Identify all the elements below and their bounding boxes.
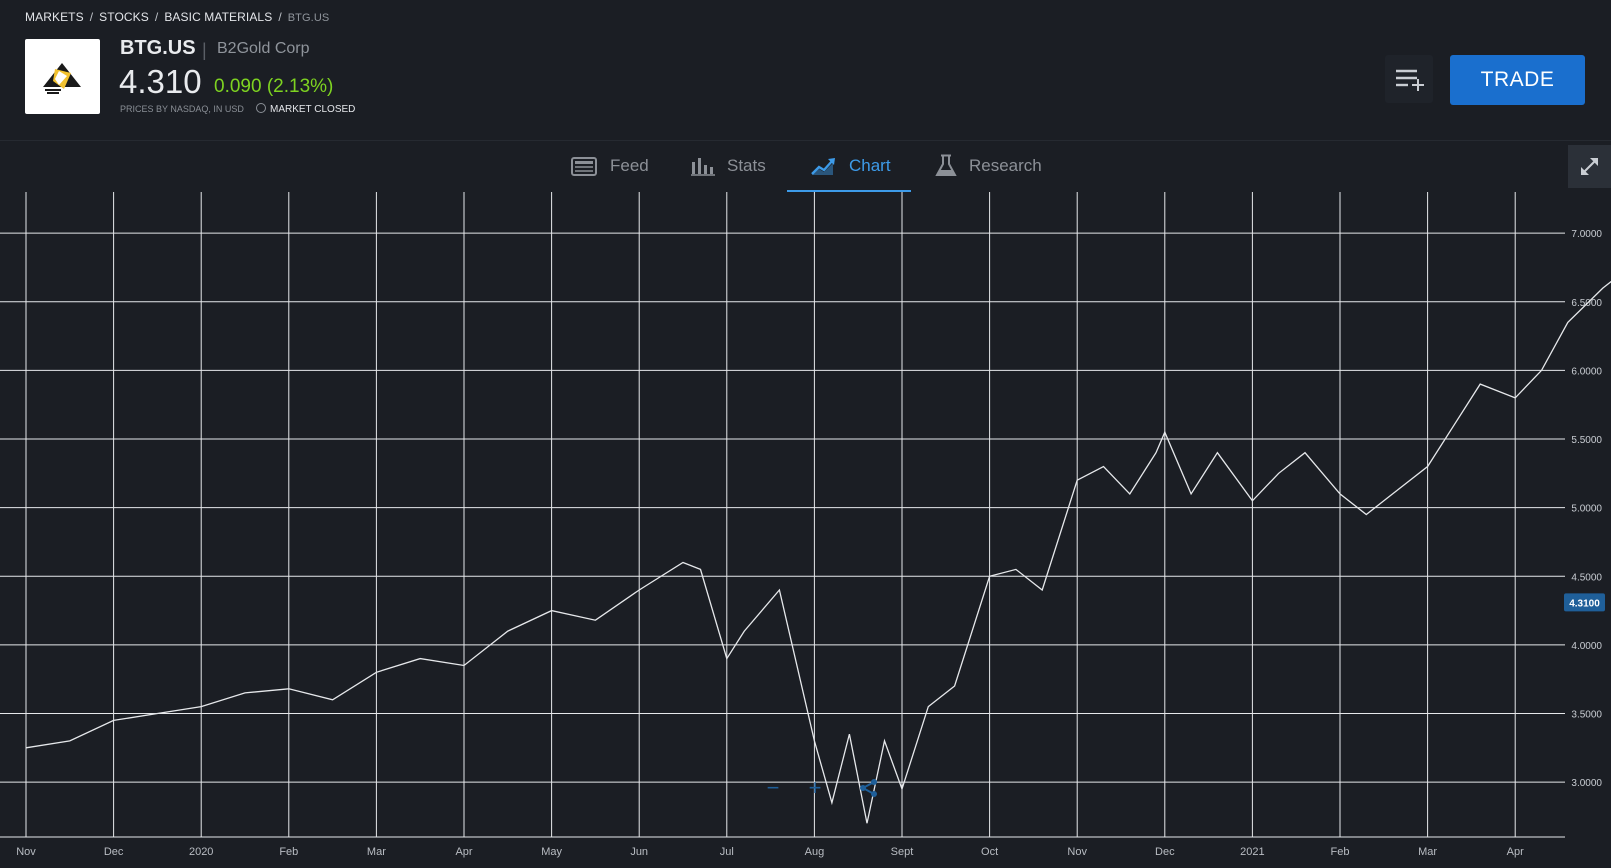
x-tick-label: Feb — [1331, 846, 1350, 858]
vertical-gridlines — [25, 192, 1516, 837]
price-change: 0.090 (2.13%) — [214, 76, 334, 97]
y-tick-label: 6.0000 — [1571, 366, 1602, 377]
fullscreen-button[interactable] — [1568, 145, 1611, 188]
y-tick-label: 3.0000 — [1571, 778, 1602, 789]
x-tick-label: Aug — [805, 846, 825, 858]
price-chart[interactable]: Nov Dec 2020 Feb Mar Apr May Jun Jul Aug Sept Oct No… — [0, 192, 1611, 868]
clock-icon — [256, 103, 266, 113]
tab-research-label: Research — [969, 156, 1042, 175]
y-tick-label: 3.5000 — [1571, 709, 1602, 720]
company-logo — [25, 39, 100, 114]
x-tick-label: May — [541, 846, 562, 858]
x-tick-label: Dec — [104, 846, 124, 858]
y-tick-label: 4.5000 — [1571, 572, 1602, 583]
x-tick-label: Mar — [367, 846, 386, 858]
x-tick-label: Jul — [720, 846, 734, 858]
y-tick-label: 4.0000 — [1571, 641, 1602, 652]
list-add-icon — [1396, 69, 1424, 91]
x-tick-label: 2020 — [189, 846, 213, 858]
tab-research[interactable]: Research — [935, 140, 1042, 192]
x-tick-label: Mar — [1418, 846, 1437, 858]
tab-feed-label: Feed — [610, 156, 649, 175]
x-tick-label: Apr — [455, 846, 472, 858]
zoom-out-button[interactable]: − — [766, 775, 780, 800]
breadcrumb-stocks[interactable]: STOCKS — [99, 10, 149, 24]
research-flask-icon — [935, 154, 957, 176]
x-tick-label: Nov — [1067, 846, 1087, 858]
ticker-symbol: BTG.US — [120, 37, 196, 59]
market-status: MARKET CLOSED — [256, 103, 355, 115]
share-button[interactable] — [856, 775, 882, 801]
x-tick-label: Nov — [16, 846, 36, 858]
instrument-tabs: Feed Stats Chart Research — [0, 140, 1611, 192]
trade-button[interactable]: TRADE — [1450, 55, 1585, 105]
title-divider: | — [202, 40, 207, 60]
x-tick-label: Sept — [891, 846, 914, 858]
price-source: PRICES BY NASDAQ, IN USD — [120, 104, 244, 114]
breadcrumb-separator: / — [278, 10, 282, 24]
x-tick-label: Dec — [1155, 846, 1175, 858]
y-tick-label: 5.5000 — [1571, 435, 1602, 446]
instrument-header: MARKETS / STOCKS / BASIC MATERIALS / BTG.US BT… — [0, 0, 1611, 141]
breadcrumb-separator: / — [154, 10, 159, 24]
tab-chart-label: Chart — [849, 156, 891, 175]
b2gold-logo-icon — [43, 63, 81, 94]
x-tick-label: Apr — [1507, 846, 1524, 858]
tab-stats[interactable]: Stats — [691, 140, 766, 192]
market-status-label: MARKET CLOSED — [270, 104, 356, 115]
breadcrumb-basic-materials[interactable]: BASIC MATERIALS — [164, 10, 273, 24]
breadcrumb-current: BTG.US — [287, 12, 330, 24]
y-tick-label: 7.0000 — [1571, 229, 1602, 240]
active-tab-indicator — [787, 190, 911, 192]
tab-feed[interactable]: Feed — [570, 140, 649, 192]
tab-stats-label: Stats — [727, 156, 766, 175]
zoom-in-button[interactable]: + — [808, 775, 822, 800]
x-axis-labels: Nov Dec 2020 Feb Mar Apr May Jun Jul Aug Sept Oct No… — [16, 846, 1524, 858]
breadcrumb-separator: / — [89, 10, 94, 24]
add-to-watchlist-button[interactable] — [1385, 55, 1433, 103]
feed-icon — [571, 157, 597, 176]
price-tag-label: 4.3100 — [1569, 598, 1600, 609]
x-tick-label: 2021 — [1240, 846, 1264, 858]
chart-icon — [811, 158, 835, 175]
company-name: B2Gold Corp — [217, 40, 310, 57]
stats-icon — [691, 158, 715, 176]
x-tick-label: Feb — [279, 846, 298, 858]
tab-chart[interactable]: Chart — [811, 140, 891, 192]
expand-icon — [1581, 158, 1598, 175]
price-tag-background — [1564, 593, 1605, 612]
current-price-tag: 4.3100 — [1564, 593, 1605, 612]
y-tick-label: 5.0000 — [1571, 504, 1602, 515]
y-axis-labels: 3.0000 3.5000 4.0000 4.5000 5.0000 5.5000 6.00… — [1571, 229, 1602, 789]
x-tick-label: Jun — [630, 846, 648, 858]
last-price: 4.310 — [119, 63, 202, 100]
breadcrumb: MARKETS / STOCKS / BASIC MATERIALS / BTG.US — [25, 10, 329, 24]
x-tick-label: Oct — [981, 846, 998, 858]
breadcrumb-markets[interactable]: MARKETS — [25, 10, 84, 24]
price-line — [25, 280, 1611, 824]
share-icon — [860, 779, 877, 797]
horizontal-gridlines — [0, 232, 1565, 838]
